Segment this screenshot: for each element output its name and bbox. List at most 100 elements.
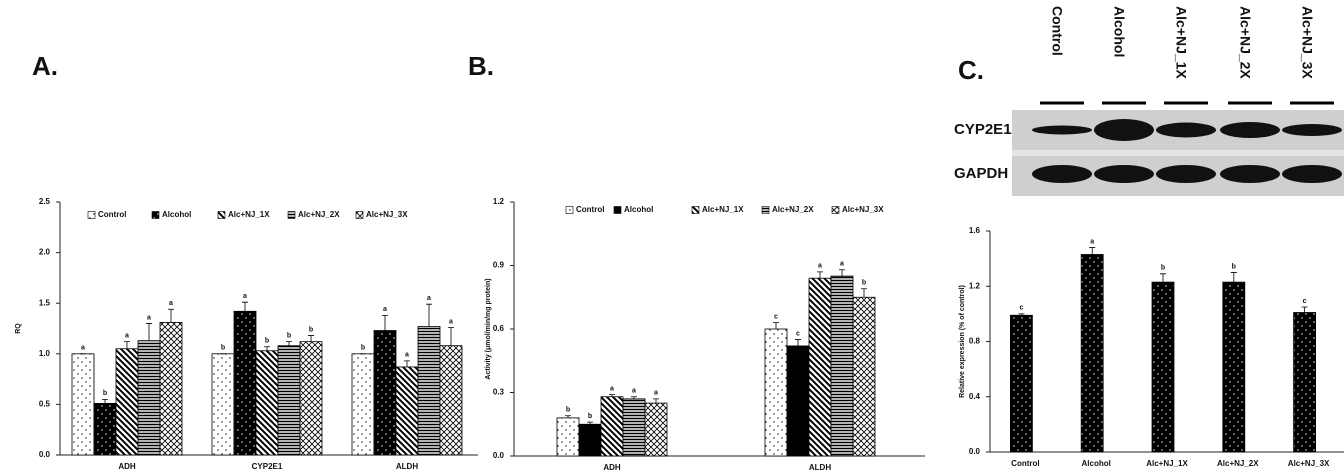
y-axis-label: Relative expression (% of control) bbox=[959, 285, 966, 398]
y-tick-label: 1.5 bbox=[39, 298, 51, 307]
error-bar bbox=[817, 272, 823, 278]
legend-label: Alc+NJ_1X bbox=[228, 210, 270, 219]
blot-row-label: GAPDH bbox=[954, 165, 1008, 182]
bar bbox=[212, 354, 234, 455]
blot-band bbox=[1156, 165, 1216, 183]
lane-label: Control bbox=[1049, 6, 1065, 56]
significance-letter: b bbox=[566, 407, 570, 414]
y-tick-label: 0.4 bbox=[969, 392, 981, 401]
significance-letter: a bbox=[818, 263, 822, 270]
error-bar bbox=[1089, 248, 1095, 255]
significance-letter: a bbox=[840, 261, 844, 268]
bar bbox=[1294, 312, 1316, 452]
bar bbox=[278, 346, 300, 455]
significance-letter: b bbox=[309, 326, 313, 333]
error-bar bbox=[653, 399, 659, 403]
x-tick-label: Control bbox=[1011, 459, 1039, 468]
y-tick-label: 2.5 bbox=[39, 197, 51, 206]
significance-letter: b bbox=[265, 338, 269, 345]
bar bbox=[579, 424, 601, 456]
y-tick-label: 0.6 bbox=[493, 324, 505, 333]
bar bbox=[1152, 282, 1174, 452]
x-tick-label: Alcohol bbox=[1082, 459, 1111, 468]
bar bbox=[300, 342, 322, 455]
legend-label: Control bbox=[576, 205, 604, 214]
bar bbox=[1223, 282, 1245, 452]
legend-label: Alcohol bbox=[162, 210, 191, 219]
significance-letter: a bbox=[610, 385, 614, 392]
legend-swatch bbox=[356, 212, 363, 219]
significance-letter: a bbox=[169, 300, 173, 307]
blot-band bbox=[1094, 165, 1154, 183]
error-bar bbox=[382, 315, 388, 330]
significance-letter: c bbox=[1303, 298, 1307, 305]
error-bar bbox=[773, 323, 779, 329]
legend-swatch bbox=[152, 212, 159, 219]
bar bbox=[374, 331, 396, 455]
lane-label: Alcohol bbox=[1111, 6, 1127, 57]
error-bar bbox=[146, 323, 152, 340]
significance-letter: a bbox=[243, 293, 247, 300]
y-tick-label: 0.0 bbox=[493, 451, 505, 460]
legend-swatch bbox=[692, 207, 699, 214]
legend-swatch bbox=[88, 212, 95, 219]
y-axis-label: RQ bbox=[15, 323, 22, 334]
lane-label: Alc+NJ_3X bbox=[1299, 6, 1315, 79]
significance-letter: c bbox=[796, 330, 800, 337]
bar bbox=[853, 297, 875, 456]
y-tick-label: 0.9 bbox=[493, 261, 505, 270]
legend-label: Alc+NJ_3X bbox=[366, 210, 408, 219]
significance-letter: b bbox=[588, 413, 592, 420]
y-tick-label: 0.0 bbox=[969, 447, 981, 456]
figure: A. B. C. 0.00.51.01.52.02.5RQADHabaaaCYP… bbox=[0, 0, 1344, 475]
error-bar bbox=[861, 289, 867, 297]
blot-band bbox=[1032, 126, 1092, 135]
x-tick-label: ALDH bbox=[396, 462, 418, 471]
significance-letter: a bbox=[1090, 238, 1094, 245]
blot-row-label: CYP2E1 bbox=[954, 121, 1012, 138]
error-bar bbox=[1160, 274, 1166, 282]
bar bbox=[557, 418, 579, 456]
blot-band bbox=[1094, 119, 1154, 141]
error-bar bbox=[795, 340, 801, 346]
bar bbox=[396, 367, 418, 455]
error-bar bbox=[404, 361, 410, 367]
bar bbox=[418, 326, 440, 455]
bar bbox=[809, 278, 831, 456]
bar bbox=[352, 354, 374, 455]
significance-letter: a bbox=[147, 314, 151, 321]
significance-letter: c bbox=[1019, 305, 1023, 312]
error-bar bbox=[839, 270, 845, 276]
y-tick-label: 1.2 bbox=[969, 281, 981, 290]
significance-letter: b bbox=[103, 390, 107, 397]
x-tick-label: ADH bbox=[118, 462, 136, 471]
bar bbox=[94, 403, 116, 455]
blot-band bbox=[1282, 124, 1342, 136]
legend-swatch bbox=[218, 212, 225, 219]
significance-letter: b bbox=[862, 280, 866, 287]
legend-label: Alc+NJ_1X bbox=[702, 205, 744, 214]
significance-letter: b bbox=[221, 345, 225, 352]
bar bbox=[234, 311, 256, 455]
panel-label: A. bbox=[32, 51, 58, 81]
significance-letter: a bbox=[81, 345, 85, 352]
significance-letter: c bbox=[774, 313, 778, 320]
legend-label: Alc+NJ_2X bbox=[298, 210, 340, 219]
y-tick-label: 1.0 bbox=[39, 349, 51, 358]
panel-label: C. bbox=[958, 55, 984, 85]
error-bar bbox=[168, 309, 174, 322]
bar bbox=[160, 322, 182, 455]
legend-swatch bbox=[288, 212, 295, 219]
legend-swatch bbox=[566, 207, 573, 214]
x-tick-label: ADH bbox=[603, 463, 621, 472]
error-bar bbox=[426, 304, 432, 326]
blot-band bbox=[1282, 165, 1342, 183]
legend-swatch bbox=[832, 207, 839, 214]
blot-band bbox=[1032, 165, 1092, 183]
blot-band bbox=[1220, 122, 1280, 138]
significance-letter: b bbox=[1161, 265, 1165, 272]
bar bbox=[623, 399, 645, 456]
significance-letter: a bbox=[449, 318, 453, 325]
bar bbox=[116, 349, 138, 455]
y-tick-label: 0.0 bbox=[39, 450, 51, 459]
